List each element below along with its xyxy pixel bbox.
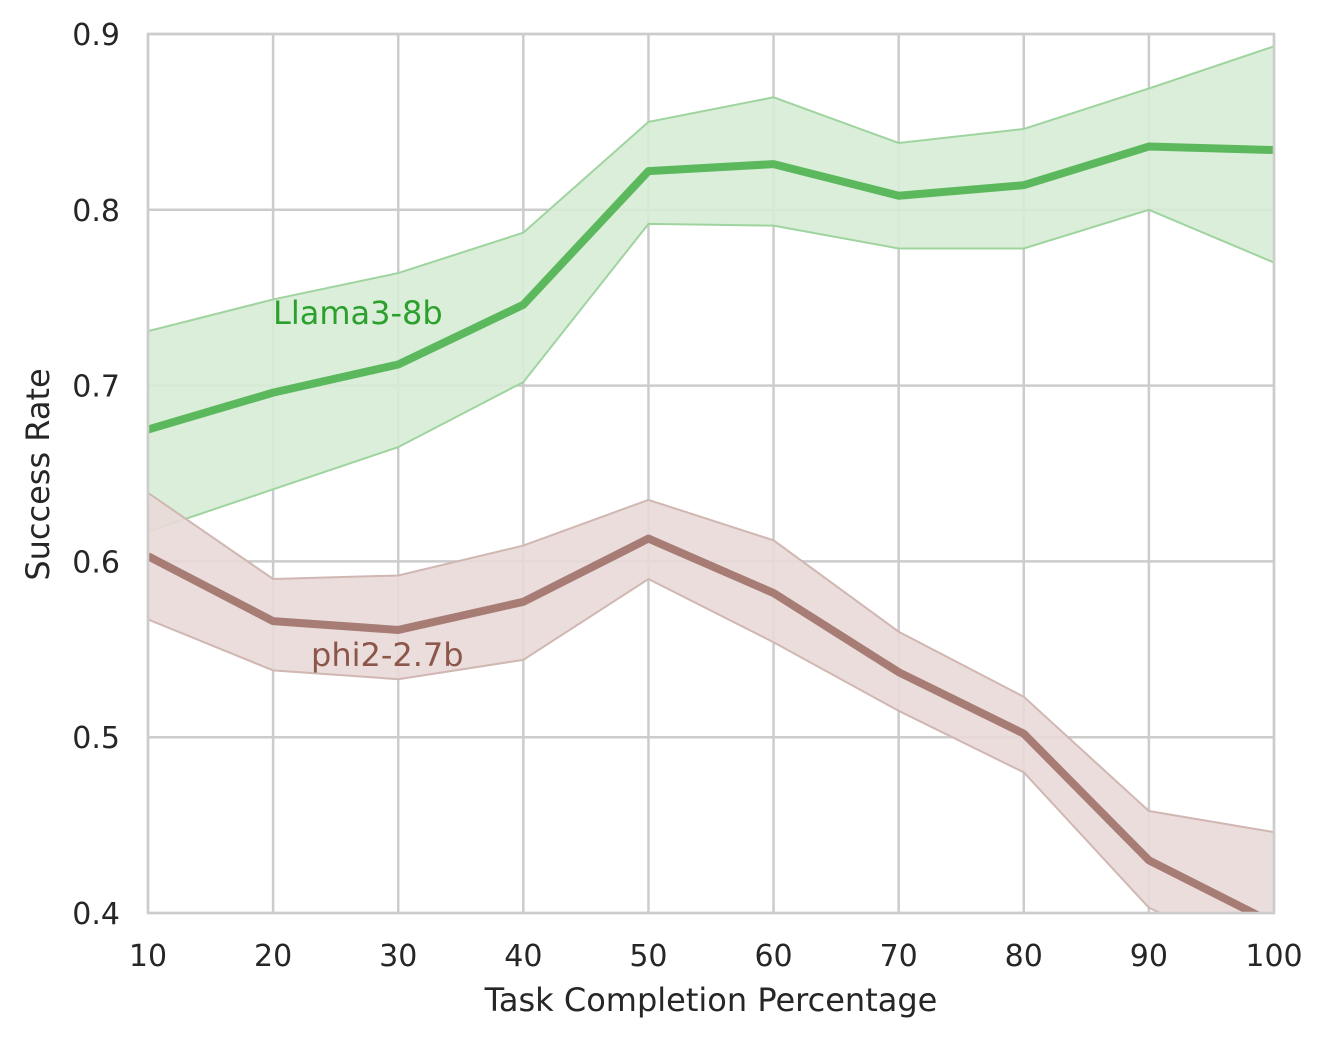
x-tick-label: 50 (629, 939, 667, 974)
y-tick-label: 0.8 (72, 194, 120, 229)
x-axis-ticks: 10 20 30 40 50 60 70 80 90 100 (129, 939, 1303, 974)
y-tick-label: 0.5 (72, 721, 120, 756)
x-tick-label: 60 (754, 939, 792, 974)
y-axis-ticks: 0.4 0.5 0.6 0.7 0.8 0.9 (72, 18, 120, 932)
x-tick-label: 100 (1245, 939, 1302, 974)
x-tick-label: 40 (504, 939, 542, 974)
y-axis-title: Success Rate (19, 368, 57, 580)
x-tick-label: 10 (129, 939, 167, 974)
x-tick-label: 90 (1130, 939, 1168, 974)
x-tick-label: 20 (254, 939, 292, 974)
y-tick-label: 0.6 (72, 545, 120, 580)
series-line-0 (148, 142, 1274, 434)
x-tick-label: 30 (379, 939, 417, 974)
confidence-band-0 (148, 45, 1274, 533)
x-axis-title: Task Completion Percentage (484, 981, 938, 1019)
y-tick-label: 0.9 (72, 18, 120, 53)
series-label-llama3-8b: Llama3-8b (273, 294, 443, 332)
x-tick-label: 70 (880, 939, 918, 974)
series-label-phi2-2-7b: phi2-2.7b (311, 636, 464, 674)
y-tick-label: 0.4 (72, 897, 120, 932)
series-lines (148, 142, 1274, 913)
plot-frame (146, 32, 1276, 915)
confidence-bands (148, 45, 1274, 913)
y-tick-label: 0.7 (72, 370, 120, 405)
series-line-1 (148, 534, 1263, 913)
x-tick-label: 80 (1005, 939, 1043, 974)
confidence-band-1 (148, 491, 1274, 913)
